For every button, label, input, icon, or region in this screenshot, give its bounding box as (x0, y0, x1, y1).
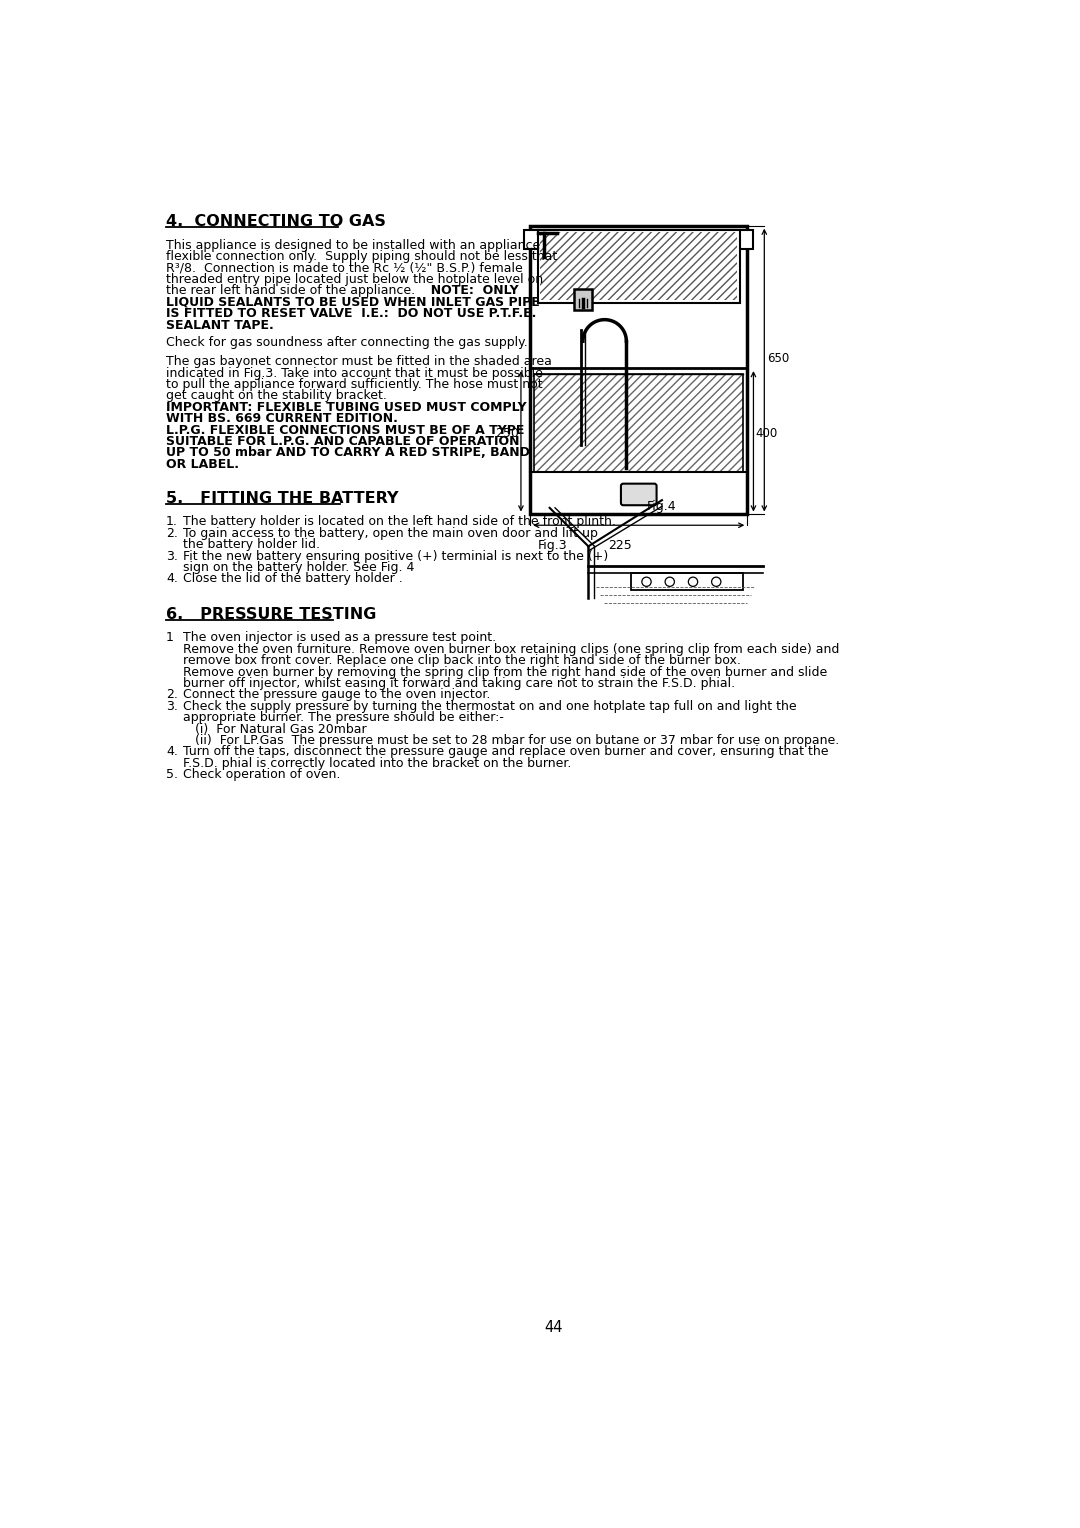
Text: burner off injector, whilst easing it forward and taking care not to strain the : burner off injector, whilst easing it fo… (183, 677, 735, 691)
Text: Remove oven burner by removing the spring clip from the right hand side of the o: Remove oven burner by removing the sprin… (183, 666, 827, 678)
Text: LIQUID SEALANTS TO BE USED WHEN INLET GAS PIPE: LIQUID SEALANTS TO BE USED WHEN INLET GA… (166, 296, 540, 309)
Text: to pull the appliance forward sufficiently. The hose must not: to pull the appliance forward sufficient… (166, 377, 542, 391)
Text: remove box front cover. Replace one clip back into the right hand side of the bu: remove box front cover. Replace one clip… (183, 654, 741, 668)
Bar (538, 229, 740, 303)
Text: SEALANT TAPE.: SEALANT TAPE. (166, 318, 273, 332)
Text: 6.   PRESSURE TESTING: 6. PRESSURE TESTING (166, 607, 376, 622)
Text: 3.: 3. (166, 550, 178, 562)
Text: To gain access to the battery, open the main oven door and lift up: To gain access to the battery, open the … (183, 527, 598, 539)
Text: WITH BS. 669 CURRENT EDITION.: WITH BS. 669 CURRENT EDITION. (166, 413, 397, 425)
Bar (535, 373, 743, 472)
Text: F.S.D. phial is correctly located into the bracket on the burner.: F.S.D. phial is correctly located into t… (183, 756, 571, 770)
Text: UP TO 50 mbar AND TO CARRY A RED STRIPE, BAND: UP TO 50 mbar AND TO CARRY A RED STRIPE,… (166, 446, 530, 460)
Text: (i)  For Natural Gas 20mbar: (i) For Natural Gas 20mbar (183, 723, 367, 735)
Text: 225: 225 (608, 539, 632, 552)
Text: IMPORTANT: FLEXIBLE TUBING USED MUST COMPLY: IMPORTANT: FLEXIBLE TUBING USED MUST COM… (166, 400, 527, 414)
Text: indicated in Fig.3. Take into account that it must be possible: indicated in Fig.3. Take into account th… (166, 367, 543, 379)
Text: 4.: 4. (166, 746, 178, 758)
Bar (540, 232, 738, 301)
Text: Close the lid of the battery holder .: Close the lid of the battery holder . (183, 573, 403, 585)
Text: appropriate burner. The pressure should be either:-: appropriate burner. The pressure should … (183, 711, 504, 724)
Text: 650: 650 (767, 351, 788, 365)
Text: The oven injector is used as a pressure test point.: The oven injector is used as a pressure … (183, 631, 496, 645)
Text: 1: 1 (166, 631, 174, 645)
Text: Check for gas soundness after connecting the gas supply.: Check for gas soundness after connecting… (166, 336, 528, 348)
Text: 1.: 1. (166, 515, 178, 529)
Bar (535, 373, 743, 472)
Text: Turn off the taps, disconnect the pressure gauge and replace oven burner and cov: Turn off the taps, disconnect the pressu… (183, 746, 828, 758)
Text: Fig.3: Fig.3 (538, 539, 568, 552)
Text: 3.: 3. (166, 700, 178, 714)
Text: The battery holder is located on the left hand side of the front plinth.: The battery holder is located on the lef… (183, 515, 616, 529)
Text: 400: 400 (756, 428, 778, 440)
Bar (524, 229, 754, 249)
Text: Fit the new battery ensuring positive (+) terminial is next to the (+): Fit the new battery ensuring positive (+… (183, 550, 608, 562)
Text: Check operation of oven.: Check operation of oven. (183, 769, 340, 781)
Text: 4.: 4. (166, 573, 178, 585)
Text: 44: 44 (544, 1320, 563, 1335)
Text: Check the supply pressure by turning the thermostat on and one hotplate tap full: Check the supply pressure by turning the… (183, 700, 797, 714)
Text: 2.: 2. (166, 689, 178, 701)
Text: flexible connection only.  Supply piping should not be less that: flexible connection only. Supply piping … (166, 251, 557, 263)
Text: the rear left hand side of the appliance.: the rear left hand side of the appliance… (166, 284, 415, 298)
Text: 2.: 2. (166, 527, 178, 539)
Text: OR LABEL.: OR LABEL. (166, 458, 239, 471)
Text: Fig.4: Fig.4 (647, 500, 676, 513)
Text: get caught on the stability bracket.: get caught on the stability bracket. (166, 390, 387, 402)
Text: threaded entry pipe located just below the hotplate level on: threaded entry pipe located just below t… (166, 274, 543, 286)
Text: 250: 250 (496, 428, 519, 440)
Text: Remove the oven furniture. Remove oven burner box retaining clips (one spring cl: Remove the oven furniture. Remove oven b… (183, 643, 839, 656)
Text: sign on the battery holder. See Fig. 4: sign on the battery holder. See Fig. 4 (183, 561, 415, 575)
Text: Connect the pressure gauge to the oven injector.: Connect the pressure gauge to the oven i… (183, 689, 490, 701)
Bar (573, 289, 592, 310)
Text: The gas bayonet connector must be fitted in the shaded area: The gas bayonet connector must be fitted… (166, 354, 552, 368)
Text: SUITABLE FOR L.P.G. AND CAPABLE OF OPERATION: SUITABLE FOR L.P.G. AND CAPABLE OF OPERA… (166, 435, 519, 448)
Text: 5.: 5. (166, 769, 178, 781)
Bar (631, 573, 743, 590)
Text: R³/8.  Connection is made to the Rc ½ (½" B.S.P.) female: R³/8. Connection is made to the Rc ½ (½"… (166, 261, 523, 275)
Bar (530, 226, 747, 515)
Text: NOTE:  ONLY: NOTE: ONLY (422, 284, 518, 298)
Text: 5.   FITTING THE BATTERY: 5. FITTING THE BATTERY (166, 490, 399, 506)
Text: (ii)  For LP.Gas  The pressure must be set to 28 mbar for use on butane or 37 mb: (ii) For LP.Gas The pressure must be set… (183, 733, 839, 747)
Text: L.P.G. FLEXIBLE CONNECTIONS MUST BE OF A TYPE: L.P.G. FLEXIBLE CONNECTIONS MUST BE OF A… (166, 423, 525, 437)
Text: the battery holder lid.: the battery holder lid. (183, 538, 320, 552)
Text: 4.  CONNECTING TO GAS: 4. CONNECTING TO GAS (166, 214, 386, 229)
Text: IS FITTED TO RESET VALVE  I.E.:  DO NOT USE P.T.F.E.: IS FITTED TO RESET VALVE I.E.: DO NOT US… (166, 307, 537, 321)
Text: This appliance is designed to be installed with an appliance: This appliance is designed to be install… (166, 238, 540, 252)
FancyBboxPatch shape (621, 484, 657, 506)
